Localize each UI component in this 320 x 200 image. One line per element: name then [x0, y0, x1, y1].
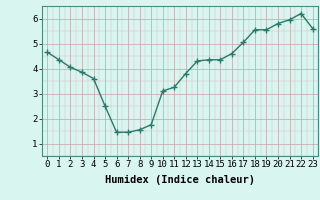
X-axis label: Humidex (Indice chaleur): Humidex (Indice chaleur)	[105, 175, 255, 185]
